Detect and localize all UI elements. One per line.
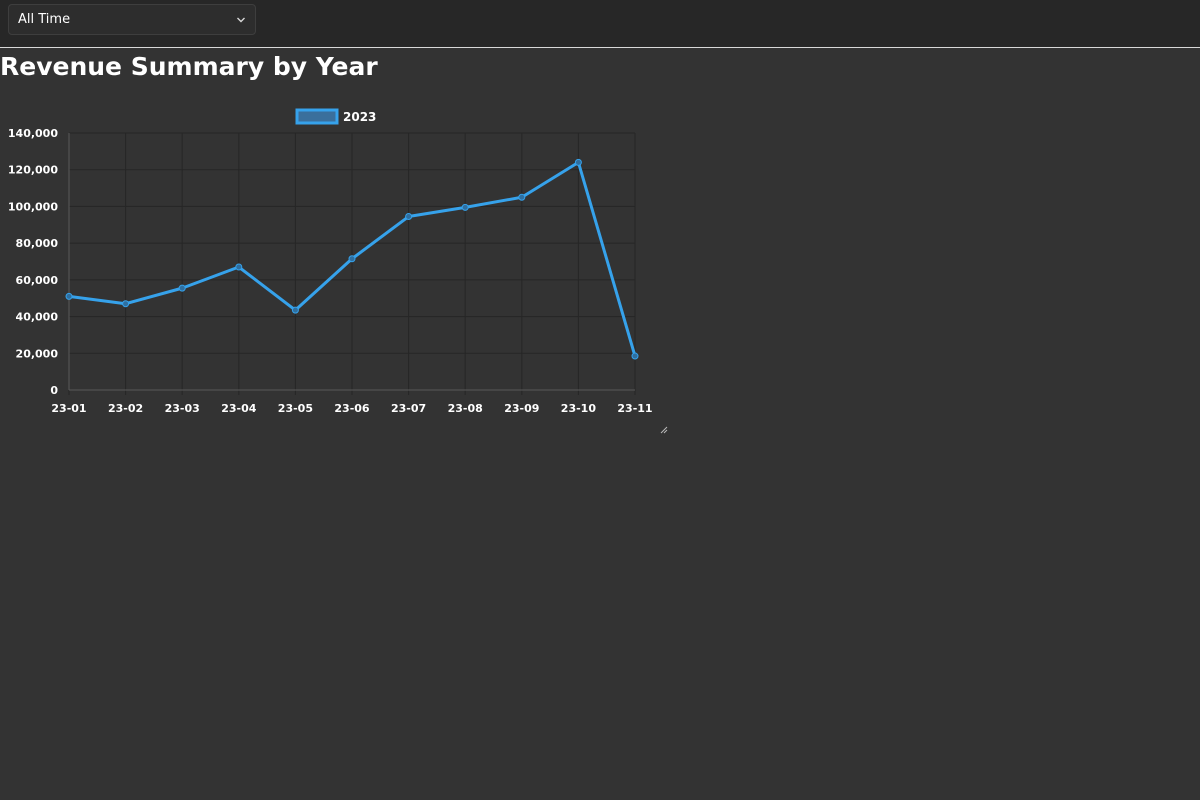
top-toolbar: All Time xyxy=(0,0,1200,48)
y-tick-label: 60,000 xyxy=(16,274,59,287)
data-point xyxy=(631,352,639,360)
revenue-line-chart: 0 20,000 40,000 60,000 80,000 100,000 120,000 1… xyxy=(8,108,653,415)
y-tick-label: 80,000 xyxy=(16,237,59,250)
x-tick-label: 23-03 xyxy=(165,402,200,415)
y-tick-label: 20,000 xyxy=(16,347,59,360)
legend-label: 2023 xyxy=(343,110,376,124)
data-point xyxy=(178,284,186,292)
x-tick-label: 23-09 xyxy=(504,402,539,415)
data-point xyxy=(65,292,73,300)
x-tick-label: 23-10 xyxy=(561,402,597,415)
page-title: Revenue Summary by Year xyxy=(0,52,378,81)
legend-swatch xyxy=(295,108,339,125)
x-tick-label: 23-02 xyxy=(108,402,143,415)
x-tick-label: 23-06 xyxy=(334,402,370,415)
x-tick-label: 23-01 xyxy=(51,402,86,415)
data-point xyxy=(405,213,413,221)
y-tick-label: 100,000 xyxy=(8,200,58,213)
y-tick-label: 120,000 xyxy=(8,164,58,177)
data-point xyxy=(291,306,299,314)
time-range-select[interactable]: All Time xyxy=(8,4,256,35)
y-tick-label: 140,000 xyxy=(8,127,58,140)
data-point xyxy=(518,193,526,201)
resize-grip-icon[interactable] xyxy=(660,426,668,434)
y-tick-label: 40,000 xyxy=(16,311,59,324)
x-tick-label: 23-07 xyxy=(391,402,426,415)
x-tick-label: 23-05 xyxy=(278,402,313,415)
chevron-down-icon xyxy=(237,17,245,23)
data-point xyxy=(235,263,243,271)
data-point xyxy=(348,255,356,263)
data-point xyxy=(574,158,582,166)
time-range-select-value: All Time xyxy=(18,12,71,27)
data-point xyxy=(461,203,469,211)
data-point xyxy=(122,300,130,308)
x-tick-label: 23-04 xyxy=(221,402,257,415)
revenue-chart: 0 20,000 40,000 60,000 80,000 100,000 120,000 1… xyxy=(0,100,670,436)
x-tick-label: 23-11 xyxy=(617,402,652,415)
y-tick-label: 0 xyxy=(50,384,58,397)
x-tick-label: 23-08 xyxy=(448,402,483,415)
